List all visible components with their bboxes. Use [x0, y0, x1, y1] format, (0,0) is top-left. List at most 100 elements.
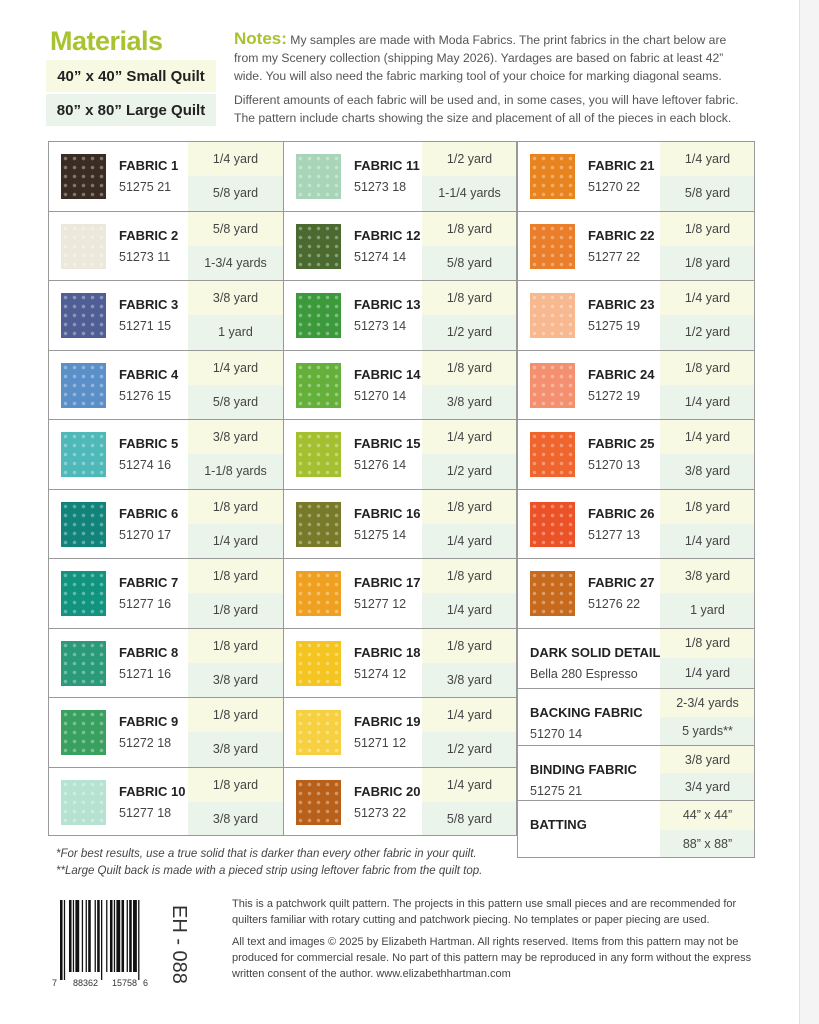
fabric-swatch [530, 362, 575, 408]
fabric-row: FABRIC 21 51270 22 1/4 yard 5/8 yard [517, 141, 755, 211]
large-quilt-yardage: 3/8 yard [188, 662, 283, 697]
fabric-name: FABRIC 22 [588, 227, 655, 243]
large-quilt-yardage: 3/8 yard [660, 454, 755, 489]
barcode-bar [94, 900, 96, 972]
small-quilt-yardage: 1/8 yard [660, 628, 755, 659]
fabric-name: FABRIC 14 [354, 366, 421, 382]
small-quilt-yardage: 1/8 yard [188, 559, 283, 594]
barcode-bar [81, 900, 84, 972]
large-quilt-yardage: 1/2 yard [660, 315, 755, 350]
fabric-code: 51270 13 [588, 458, 641, 472]
small-quilt-yardage: 1/8 yard [422, 211, 517, 246]
small-quilt-yardage: 3/8 yard [660, 746, 755, 773]
page-edge [799, 0, 819, 1024]
fabric-swatch [61, 779, 106, 825]
large-quilt-yardage: 5 yards** [660, 717, 755, 745]
large-quilt-yardage: 1/4 yard [660, 658, 755, 688]
fabric-swatch [530, 223, 575, 269]
fabric-row: FABRIC 19 51271 12 1/4 yard 1/2 yard [283, 697, 517, 767]
fabric-name: FABRIC 15 [354, 436, 421, 451]
small-quilt-yardage: 2-3/4 yards [660, 689, 755, 717]
fabric-row: FABRIC 17 51277 12 1/8 yard 1/4 yard [283, 558, 517, 628]
fabric-row: FABRIC 23 51275 19 1/4 yard 1/2 yard [517, 280, 755, 350]
barcode-bar [68, 900, 72, 972]
fabric-name: FABRIC 2 [119, 227, 179, 243]
fabric-row: FABRIC 12 51274 14 1/8 yard 5/8 yard [283, 210, 517, 280]
fabric-row: FABRIC 7 51277 16 1/8 yard 1/8 yard [48, 558, 283, 628]
fabric-swatch [61, 362, 106, 408]
fabric-name: FABRIC 27 [588, 575, 655, 590]
fabric-code: 51274 14 [354, 249, 407, 264]
fabric-swatch [61, 432, 106, 477]
fabric-name: BACKING FABRIC [530, 705, 643, 720]
fabric-name: FABRIC 13 [354, 297, 421, 312]
small-quilt-yardage: 1/8 yard [422, 350, 517, 385]
fabric-row: FABRIC 4 51276 15 1/4 yard 5/8 yard [48, 349, 283, 419]
small-quilt-yardage: 1/8 yard [188, 489, 283, 524]
fabric-row: FABRIC 25 51270 13 1/4 yard 3/8 yard [517, 419, 755, 489]
barcode-digit: 15758 [112, 978, 138, 988]
fabric-row: FABRIC 8 51271 16 1/8 yard 3/8 yard [48, 627, 283, 697]
notes-p1: My samples are made with Moda Fabrics. T… [234, 33, 727, 83]
fabric-code: Bella 280 Espresso [530, 666, 638, 681]
info-p2: All text and images © 2025 by Elizabeth … [232, 936, 752, 980]
fabric-swatch [530, 501, 575, 547]
fabric-code: 51270 14 [354, 388, 407, 403]
fabric-code: 51277 16 [119, 597, 172, 611]
fabric-name: FABRIC 6 [119, 505, 179, 521]
fabric-row: FABRIC 13 51273 14 1/8 yard 1/2 yard [283, 280, 517, 350]
barcode-bar [85, 900, 87, 972]
fabric-row: FABRIC 16 51275 14 1/8 yard 1/4 yard [283, 488, 517, 558]
fabric-code: 51276 15 [119, 388, 172, 403]
large-quilt-yardage: 1/8 yard [188, 593, 283, 628]
fabric-row: FABRIC 22 51277 22 1/8 yard 1/8 yard [517, 210, 755, 280]
large-quilt-yardage: 1-3/4 yards [188, 245, 283, 280]
large-quilt-yardage: 1 yard [660, 593, 755, 628]
small-quilt-yardage: 1/4 yard [422, 767, 517, 802]
fabric-name: FABRIC 24 [588, 366, 655, 382]
small-quilt-yardage: 1/4 yard [188, 142, 283, 177]
fabric-code: 51276 22 [588, 597, 641, 611]
notes-p2: Different amounts of each fabric will be… [234, 93, 739, 125]
fabric-name: FABRIC 7 [119, 575, 179, 590]
large-quilt-yardage: 1/2 yard [422, 732, 517, 767]
large-quilt-yardage: 1 yard [188, 315, 283, 350]
barcode-bar [129, 900, 132, 972]
large-quilt-yardage: 1-1/4 yards [422, 176, 517, 211]
fabric-swatch [296, 293, 341, 338]
fabric-row: FABRIC 10 51277 18 1/8 yard 3/8 yard [48, 766, 283, 836]
large-quilt-yardage: 1/2 yard [422, 315, 517, 350]
barcode-bar [133, 900, 137, 972]
fabric-row: FABRIC 20 51273 22 1/4 yard 5/8 yard [283, 766, 517, 836]
fabric-swatch [61, 501, 106, 547]
large-quilt-yardage: 1/4 yard [188, 523, 283, 558]
barcode-bar [116, 900, 121, 972]
fabric-code: 51275 19 [588, 319, 641, 333]
fabric-swatch [296, 362, 341, 408]
fabric-name: BINDING FABRIC [530, 762, 637, 777]
small-quilt-yardage: 44” x 44” [660, 801, 755, 830]
fabric-name: FABRIC 5 [119, 436, 179, 451]
large-quilt-yardage: 1/4 yard [660, 384, 755, 419]
small-quilt-yardage: 1/4 yard [422, 698, 517, 733]
fabric-swatch [296, 710, 341, 755]
small-quilt-yardage: 1/4 yard [660, 281, 755, 316]
fabric-swatch [530, 154, 575, 199]
fabric-name: FABRIC 19 [354, 714, 421, 729]
fabric-code: 51275 14 [354, 527, 407, 542]
large-quilt-yardage: 1/8 yard [660, 245, 755, 280]
pattern-info: This is a patchwork quilt pattern. The p… [232, 896, 762, 982]
fabric-code: 51270 14 [530, 727, 583, 741]
large-quilt-yardage: 1-1/8 yards [188, 454, 283, 489]
notes: Notes: My samples are made with Moda Fab… [234, 30, 754, 127]
barcode-bar [63, 900, 66, 980]
fabric-name: FABRIC 12 [354, 227, 421, 243]
extra-row: BACKING FABRIC 51270 14 2-3/4 yards 5 yards… [517, 688, 755, 745]
fabric-row: FABRIC 1 51275 21 1/4 yard 5/8 yard [48, 141, 283, 211]
small-quilt-yardage: 5/8 yard [188, 211, 283, 246]
large-quilt-yardage: 1/2 yard [422, 454, 517, 489]
footnotes: *For best results, use a true solid that… [56, 846, 482, 880]
footnote-1: *For best results, use a true solid that… [56, 848, 477, 860]
large-quilt-yardage: 5/8 yard [660, 176, 755, 211]
small-quilt-yardage: 1/8 yard [188, 628, 283, 663]
